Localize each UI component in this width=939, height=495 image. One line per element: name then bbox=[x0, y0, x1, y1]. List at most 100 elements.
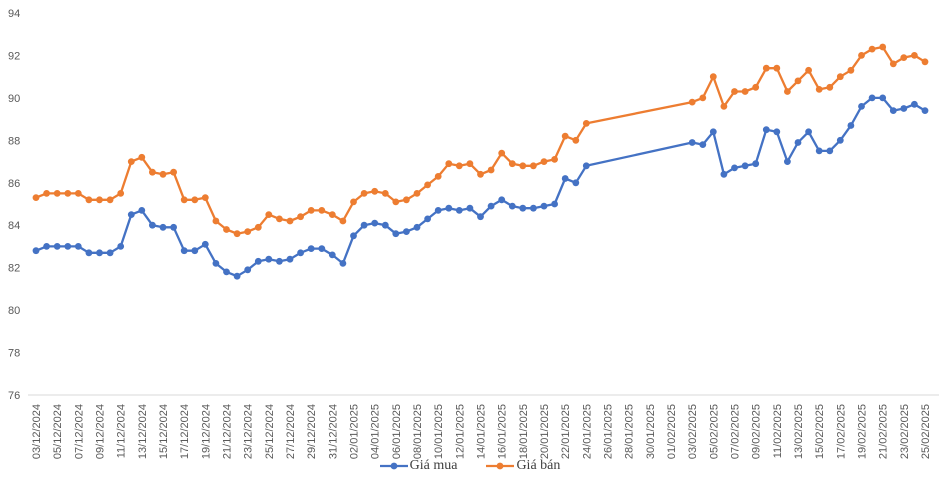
data-point bbox=[794, 77, 802, 85]
x-tick-label: 23/12/2024 bbox=[243, 404, 255, 459]
data-point bbox=[254, 257, 262, 265]
data-point bbox=[286, 255, 294, 263]
data-point bbox=[32, 194, 40, 202]
x-tick-label: 21/12/2024 bbox=[222, 404, 234, 459]
x-tick-label: 01/02/2025 bbox=[666, 404, 678, 459]
data-point bbox=[551, 200, 558, 208]
legend-marker-gia-ban bbox=[486, 462, 515, 470]
data-point bbox=[244, 228, 252, 236]
x-tick-label: 29/12/2024 bbox=[306, 404, 318, 459]
data-point bbox=[498, 196, 506, 204]
x-tick-label: 21/02/2025 bbox=[878, 404, 890, 459]
data-point bbox=[858, 103, 865, 110]
x-tick-label: 12/01/2025 bbox=[454, 404, 466, 459]
legend-item-gia-mua: Giá mua bbox=[379, 458, 457, 474]
x-tick-label: 06/01/2025 bbox=[391, 404, 403, 459]
data-point bbox=[381, 221, 389, 229]
y-tick-label: 82 bbox=[8, 263, 20, 275]
x-tick-label: 03/02/2025 bbox=[687, 404, 699, 459]
chart-legend: Giá mua Giá bán bbox=[0, 458, 939, 474]
data-point bbox=[487, 202, 495, 210]
data-point bbox=[900, 105, 908, 112]
x-tick-label: 28/01/2025 bbox=[624, 404, 636, 459]
data-point bbox=[360, 221, 368, 229]
data-point bbox=[233, 272, 241, 280]
x-tick-label: 09/12/2024 bbox=[95, 404, 107, 459]
series-line-0 bbox=[35, 96, 926, 278]
data-point bbox=[381, 190, 389, 197]
x-tick-label: 19/12/2024 bbox=[200, 404, 212, 459]
data-point bbox=[879, 43, 887, 51]
y-tick-label: 90 bbox=[8, 93, 20, 105]
data-point bbox=[149, 221, 156, 229]
data-point bbox=[191, 247, 199, 255]
data-point bbox=[879, 94, 887, 102]
data-point bbox=[286, 217, 294, 225]
data-point bbox=[519, 204, 527, 212]
data-point bbox=[572, 179, 580, 187]
y-tick-label: 88 bbox=[8, 135, 20, 147]
data-point bbox=[455, 207, 463, 214]
data-point bbox=[445, 204, 453, 212]
data-point bbox=[466, 160, 474, 168]
data-point bbox=[53, 243, 61, 250]
data-point bbox=[43, 243, 50, 250]
data-point bbox=[921, 58, 929, 66]
data-point bbox=[826, 147, 834, 155]
data-point bbox=[180, 247, 188, 255]
x-tick-label: 23/02/2025 bbox=[899, 404, 911, 459]
data-point bbox=[508, 202, 516, 210]
data-point bbox=[540, 202, 548, 210]
data-point bbox=[339, 260, 347, 267]
data-point bbox=[561, 132, 569, 140]
data-point bbox=[170, 223, 178, 231]
data-point bbox=[805, 66, 812, 74]
data-point bbox=[445, 160, 453, 168]
data-point bbox=[96, 196, 103, 204]
series-line-1 bbox=[35, 45, 926, 235]
data-point bbox=[74, 243, 82, 250]
data-point bbox=[117, 190, 125, 197]
x-tick-label: 02/01/2025 bbox=[349, 404, 361, 459]
data-point bbox=[392, 198, 400, 206]
y-tick-label: 92 bbox=[8, 50, 20, 62]
data-point bbox=[85, 196, 93, 204]
x-tick-label: 25/12/2024 bbox=[264, 404, 276, 459]
data-point bbox=[170, 168, 178, 176]
data-point bbox=[201, 240, 209, 248]
x-tick-label: 05/02/2025 bbox=[708, 404, 720, 459]
data-point bbox=[276, 257, 283, 265]
x-tick-label: 20/01/2025 bbox=[539, 404, 551, 459]
x-tick-label: 15/02/2025 bbox=[814, 404, 826, 459]
data-point bbox=[836, 136, 844, 144]
data-point bbox=[413, 190, 421, 197]
x-tick-label: 10/01/2025 bbox=[433, 404, 445, 459]
data-point bbox=[424, 215, 431, 223]
data-point bbox=[328, 211, 336, 219]
data-point bbox=[392, 230, 400, 238]
data-point bbox=[159, 170, 167, 178]
data-point bbox=[244, 266, 252, 274]
data-point bbox=[159, 223, 167, 231]
data-point bbox=[434, 173, 442, 180]
data-point bbox=[360, 190, 368, 197]
data-point bbox=[127, 158, 135, 166]
data-point bbox=[180, 196, 188, 204]
data-point bbox=[498, 149, 506, 157]
x-tick-label: 09/02/2025 bbox=[751, 404, 763, 459]
x-tick-label: 22/01/2025 bbox=[560, 404, 572, 459]
data-point bbox=[74, 190, 82, 197]
data-point bbox=[212, 260, 220, 267]
data-point bbox=[106, 196, 114, 204]
data-point bbox=[487, 166, 495, 174]
data-point bbox=[297, 249, 304, 257]
data-point bbox=[413, 223, 421, 231]
data-point bbox=[328, 251, 336, 259]
data-point bbox=[699, 94, 707, 102]
data-point bbox=[911, 52, 918, 59]
x-tick-label: 07/12/2024 bbox=[73, 404, 85, 459]
y-tick-label: 76 bbox=[8, 390, 20, 402]
x-tick-label: 31/12/2024 bbox=[327, 404, 339, 459]
x-tick-label: 08/01/2025 bbox=[412, 404, 424, 459]
